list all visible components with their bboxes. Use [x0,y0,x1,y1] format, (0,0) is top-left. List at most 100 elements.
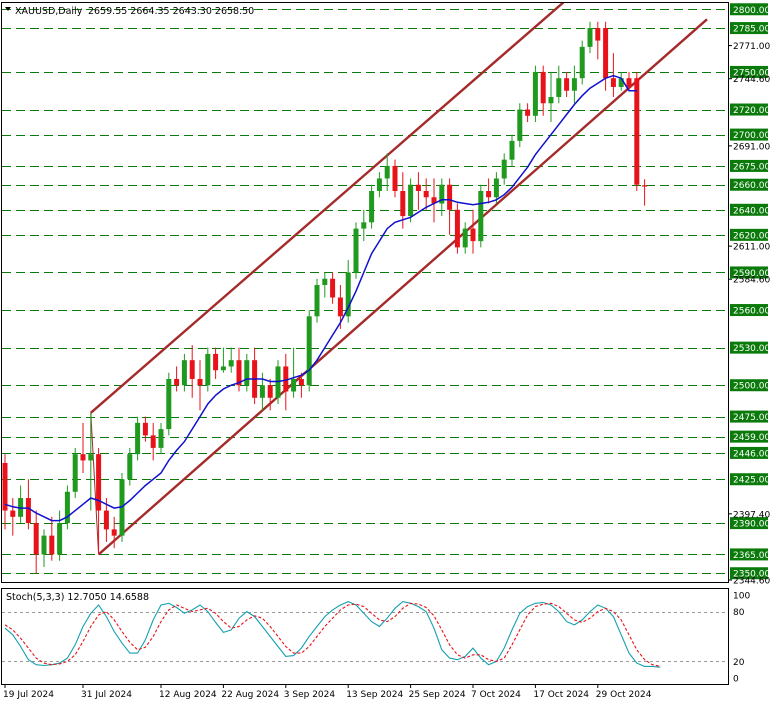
price-level-label: 2365.00 [730,548,770,561]
candle [376,172,382,198]
price-scale-label: 2744.60 [733,75,770,85]
channel-upper-line[interactable] [90,0,707,414]
price-level-label: 2720.00 [730,103,770,116]
candle [142,416,148,442]
candle-body [205,353,211,386]
price-level-label: 2459.00 [730,430,770,443]
svg-text:2675.00: 2675.00 [733,162,770,172]
candle [111,516,117,549]
price-level-label: 2530.00 [730,341,770,354]
candle [439,178,445,217]
svg-text:2446.00: 2446.00 [733,449,770,459]
moving-average-line [4,74,637,522]
price-scale-label: 2397.40 [733,510,770,520]
candle-body [595,28,601,41]
svg-text:2750.00: 2750.00 [733,68,770,78]
price-level-label: 2590.00 [730,266,770,279]
candle-body [361,222,367,229]
candle-body [431,197,437,204]
price-level-label: 2800.00 [730,3,770,16]
date-tick-label: 12 Aug 2024 [159,690,217,700]
candle [431,178,437,223]
candle [478,184,484,248]
svg-text:2800.00: 2800.00 [733,6,770,16]
candle-body [41,535,47,555]
svg-text:2365.00: 2365.00 [733,551,770,561]
svg-text:2350.00: 2350.00 [733,570,770,580]
candle-body [2,462,8,511]
svg-text:2660.00: 2660.00 [733,181,770,191]
candle [80,422,86,473]
candle [415,172,421,210]
candle-body [213,353,219,371]
chart-header: XAUUSD,Daily 2659.55 2664.35 2643.30 265… [5,6,254,17]
price-axis[interactable]: 2800.00 2785.00 2750.00 2720.00 2700.00 2675.… [728,3,770,685]
candle-body [166,378,172,430]
candle [314,278,320,323]
candle-body [564,78,570,91]
candle-body [462,228,468,248]
candle [501,153,507,185]
price-level-label: 2640.00 [730,203,770,216]
candle-body [64,491,70,524]
candle [493,172,499,204]
candle-body [88,454,94,461]
candle-body [150,435,156,448]
stochastic-oscillator [2,600,728,668]
candle [220,347,226,373]
svg-text:2590.00: 2590.00 [733,269,770,279]
candle-body [548,96,554,104]
price-scale-label: 2691.00 [733,142,770,152]
candle [642,179,648,206]
candle [626,71,632,91]
candle [384,153,390,191]
candle [369,184,375,229]
svg-text:2720.00: 2720.00 [733,106,770,116]
candle-body [400,190,406,217]
candle-body [556,78,562,97]
candle-body [330,278,336,298]
candle-body [25,498,31,524]
candle-body [493,178,499,198]
svg-text:2700.00: 2700.00 [733,131,770,141]
price-scale-label: 2611.00 [733,243,770,253]
candle-body [220,366,226,371]
candle [166,372,172,436]
svg-text:2620.00: 2620.00 [733,231,770,241]
candle [454,203,460,254]
candle [470,209,476,254]
dropdown-triangle-icon[interactable] [5,7,11,11]
candle-body [618,78,624,87]
candle [462,222,468,254]
candle [298,372,304,398]
candle [556,65,562,104]
candle-body [57,523,63,555]
stoch-scale-label: 100 [733,592,750,602]
time-axis[interactable]: 19 Jul 2024 31 Jul 2024 12 Aug 2024 22 Aug … [3,684,652,700]
candle-body [634,78,640,185]
candle [103,498,109,542]
candle [345,259,351,323]
stoch-k-line [4,600,661,668]
date-tick-label: 7 Oct 2024 [471,690,521,700]
candle [267,378,273,411]
date-tick-label: 31 Jul 2024 [81,690,132,700]
channel-lower-line[interactable] [97,18,708,556]
price-level-label: 2560.00 [730,304,770,317]
trend-channel[interactable] [90,0,708,556]
date-tick-label: 25 Sep 2024 [409,690,466,700]
candle-body [228,360,234,367]
candle-body [353,228,359,273]
candle-body [298,378,304,386]
candle [392,159,398,198]
stoch-scale-label: 0 [733,675,739,685]
candle-body [439,184,445,204]
price-level-label: 2675.00 [730,159,770,172]
candle [486,178,492,204]
candle-body [135,422,141,455]
candle-body [283,366,289,392]
candle-body [142,422,148,436]
candle [49,516,55,561]
candle-body [111,529,117,536]
